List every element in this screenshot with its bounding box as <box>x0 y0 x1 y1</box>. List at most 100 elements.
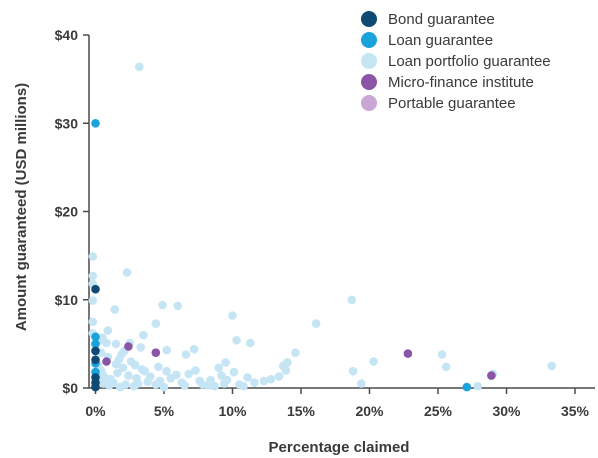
legend-label-micro-finance-institute: Micro-finance institute <box>388 74 534 91</box>
y-ticks: $0 $10 $20 $30 $40 <box>55 27 89 396</box>
point-loan-portfolio-guarantee <box>172 370 181 380</box>
point-loan-portfolio-guarantee <box>243 373 252 382</box>
y-tick-label: $30 <box>55 115 79 131</box>
x-ticks: 0% 5% 10% 15% 20% 25% 30% 35% <box>85 388 590 419</box>
point-loan-portfolio-guarantee <box>266 374 276 384</box>
point-loan-guarantee <box>91 119 100 128</box>
y-tick-label: $20 <box>55 204 79 220</box>
point-micro-finance-institute <box>124 342 133 351</box>
point-micro-finance-institute <box>151 348 161 358</box>
legend-swatch-bond-guarantee <box>361 11 377 27</box>
point-loan-guarantee <box>91 332 100 342</box>
point-loan-portfolio-guarantee <box>347 295 357 305</box>
point-loan-portfolio-guarantee <box>437 350 447 359</box>
point-loan-portfolio-guarantee <box>155 376 165 386</box>
point-bond-guarantee <box>91 382 100 392</box>
point-loan-portfolio-guarantee <box>151 319 161 328</box>
point-loan-portfolio-guarantee <box>281 366 291 375</box>
x-tick-label: 10% <box>218 403 247 419</box>
point-loan-portfolio-guarantee <box>180 381 189 390</box>
point-loan-portfolio-guarantee <box>311 319 321 328</box>
legend-label-bond-guarantee: Bond guarantee <box>388 11 495 28</box>
legend-swatch-portable-guarantee <box>361 95 377 111</box>
point-loan-portfolio-guarantee <box>135 62 144 72</box>
point-loan-portfolio-guarantee <box>154 362 163 372</box>
point-loan-portfolio-guarantee <box>441 362 451 372</box>
point-loan-portfolio-guarantee <box>181 350 191 359</box>
point-loan-portfolio-guarantee <box>191 366 200 375</box>
point-loan-portfolio-guarantee <box>111 339 121 349</box>
point-loan-portfolio-guarantee <box>113 368 122 378</box>
point-loan-portfolio-guarantee <box>136 343 145 352</box>
point-bond-guarantee <box>91 284 100 294</box>
point-loan-portfolio-guarantee <box>203 381 213 390</box>
x-tick-label: 20% <box>355 403 384 419</box>
point-loan-portfolio-guarantee <box>88 317 98 327</box>
point-loan-portfolio-guarantee <box>88 271 98 281</box>
point-loan-portfolio-guarantee <box>239 381 248 391</box>
point-loan-portfolio-guarantee <box>214 363 224 373</box>
legend-swatch-micro-finance-institute <box>361 74 377 90</box>
point-loan-portfolio-guarantee <box>221 358 230 367</box>
point-loan-portfolio-guarantee <box>229 367 239 377</box>
x-tick-label: 35% <box>561 403 590 419</box>
point-loan-portfolio-guarantee <box>232 336 241 345</box>
point-loan-portfolio-guarantee <box>291 348 300 358</box>
point-loan-portfolio-guarantee <box>259 376 269 386</box>
legend-label-loan-portfolio-guarantee: Loan portfolio guarantee <box>388 53 551 70</box>
point-loan-portfolio-guarantee <box>246 338 255 348</box>
point-micro-finance-institute <box>487 371 496 380</box>
point-loan-portfolio-guarantee <box>473 381 483 391</box>
point-loan-portfolio-guarantee <box>103 326 113 335</box>
point-loan-portfolio-guarantee <box>143 377 152 387</box>
point-bond-guarantee <box>91 355 100 365</box>
point-loan-guarantee <box>91 339 100 349</box>
point-loan-portfolio-guarantee <box>162 345 171 355</box>
x-tick-label: 0% <box>85 403 106 419</box>
point-loan-portfolio-guarantee <box>158 300 167 310</box>
point-loan-portfolio-guarantee <box>210 381 219 391</box>
point-loan-portfolio-guarantee <box>122 268 132 277</box>
x-tick-label: 15% <box>287 403 316 419</box>
legend-label-loan-guarantee: Loan guarantee <box>388 32 493 49</box>
point-loan-portfolio-guarantee <box>159 382 169 392</box>
point-loan-portfolio-guarantee <box>220 379 229 388</box>
point-loan-portfolio-guarantee <box>228 311 237 320</box>
legend: Bond guarantee Loan guarantee Loan portfol… <box>361 11 551 112</box>
point-loan-portfolio-guarantee <box>121 380 130 389</box>
point-loan-portfolio-guarantee <box>124 371 133 380</box>
legend-swatch-loan-guarantee <box>361 32 377 48</box>
point-loan-portfolio-guarantee <box>111 359 121 369</box>
point-loan-portfolio-guarantee <box>118 363 128 373</box>
point-loan-portfolio-guarantee <box>348 366 358 376</box>
point-loan-portfolio-guarantee <box>110 305 119 314</box>
point-loan-portfolio-guarantee <box>102 338 111 348</box>
y-tick-label: $40 <box>55 27 79 43</box>
point-loan-portfolio-guarantee <box>129 381 139 391</box>
x-tick-label: 30% <box>492 403 521 419</box>
legend-swatch-loan-portfolio-guarantee <box>361 53 377 69</box>
point-loan-portfolio-guarantee <box>88 252 98 261</box>
point-loan-portfolio-guarantee <box>250 378 259 388</box>
x-tick-label: 5% <box>154 403 175 419</box>
point-loan-portfolio-guarantee <box>357 379 366 388</box>
x-tick-label: 25% <box>424 403 453 419</box>
point-loan-portfolio-guarantee <box>173 301 182 311</box>
point-loan-portfolio-guarantee <box>162 366 171 376</box>
point-loan-portfolio-guarantee <box>88 296 98 305</box>
y-axis-title: Amount guaranteed (USD millions) <box>13 83 30 331</box>
point-loan-portfolio-guarantee <box>139 330 148 340</box>
point-loan-portfolio-guarantee <box>547 361 556 371</box>
point-bond-guarantee <box>91 346 100 356</box>
y-tick-label: $10 <box>55 292 79 308</box>
legend-label-portable-guarantee: Portable guarantee <box>388 95 516 112</box>
y-tick-label: $0 <box>62 380 78 396</box>
point-loan-portfolio-guarantee <box>369 357 378 366</box>
x-axis-title: Percentage claimed <box>269 439 410 456</box>
point-micro-finance-institute <box>102 357 111 366</box>
point-loan-portfolio-guarantee <box>137 365 147 374</box>
point-loan-portfolio-guarantee <box>184 369 193 379</box>
point-loan-guarantee <box>462 382 472 392</box>
point-loan-portfolio-guarantee <box>274 372 284 381</box>
